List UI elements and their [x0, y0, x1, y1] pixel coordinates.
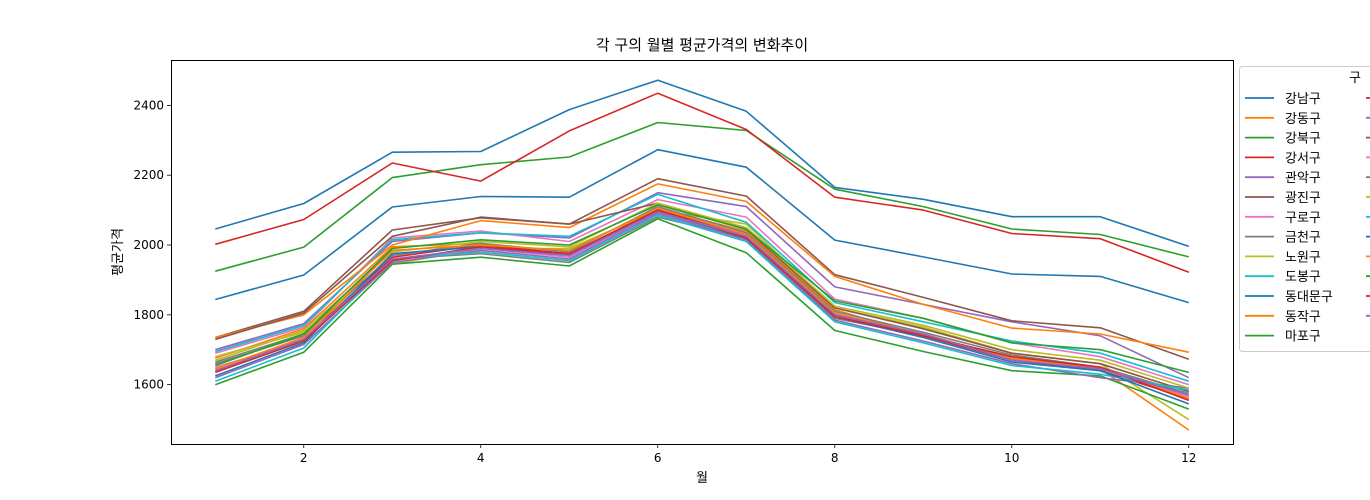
- series-lines: [215, 79, 1190, 431]
- x-tick-label: 10: [1004, 451, 1019, 465]
- series-line-10: [215, 193, 1190, 382]
- legend-box: [1239, 66, 1370, 352]
- legend-label: 노원구: [1285, 250, 1321, 265]
- y-tick-label: 2000: [133, 238, 164, 252]
- y-axis-label: 평균가격: [111, 228, 126, 276]
- series-line-15: [215, 212, 1189, 389]
- legend-label: 동작구: [1285, 310, 1321, 325]
- series-line-3: [215, 121, 1189, 272]
- legend-label: 금천구: [1285, 231, 1321, 246]
- series-line-6: [215, 177, 1190, 360]
- series-line-2: [215, 207, 1190, 431]
- chart-title: 각 구의 월별 평균가격의 변화추이: [596, 36, 808, 54]
- series-line-14: [215, 209, 1190, 400]
- legend-title: 구: [1349, 71, 1361, 86]
- series-line-16: [215, 202, 1190, 393]
- series-line-5: [215, 191, 1190, 379]
- legend-label: 마포구: [1285, 330, 1321, 345]
- plot-frame: [171, 60, 1234, 445]
- x-tick-label: 12: [1181, 451, 1196, 465]
- series-line-4: [215, 92, 1190, 273]
- series-line-9: [215, 209, 1190, 421]
- x-tick-label: 2: [300, 451, 308, 465]
- series-line-13: [215, 218, 1190, 410]
- series-line-23: [215, 204, 1189, 374]
- x-tick-label: 8: [831, 451, 839, 465]
- legend-label: 강동구: [1285, 112, 1321, 127]
- legend-label: 도봉구: [1285, 270, 1321, 285]
- x-axis: 2 4 6 8 10 12: [300, 444, 1196, 465]
- legend-label: 동대문구: [1285, 290, 1333, 305]
- legend-label: 강남구: [1285, 92, 1321, 107]
- legend-label: 구로구: [1285, 211, 1321, 226]
- series-line-22: [215, 207, 1190, 400]
- y-tick-label: 1800: [133, 308, 164, 322]
- y-axis: 1600 1800 2000 2200 2400: [133, 98, 171, 392]
- y-tick-label: 2200: [133, 168, 164, 182]
- series-line-25: [215, 211, 1190, 396]
- series-line-1: [215, 79, 1190, 248]
- legend-label: 광진구: [1285, 191, 1321, 206]
- series-line-21: [215, 211, 1190, 405]
- x-axis-label: 월: [696, 471, 708, 486]
- x-tick-label: 4: [477, 451, 485, 465]
- legend-label: 강북구: [1285, 132, 1321, 147]
- legend: 구 강남구강동구강북구강서구관악구광진구구로구금천구노원구도봉구동대문구동작구마…: [1239, 66, 1370, 352]
- legend-label: 강서구: [1285, 151, 1321, 166]
- series-line-12: [215, 183, 1189, 353]
- x-tick-label: 6: [654, 451, 662, 465]
- y-tick-label: 2400: [133, 98, 164, 112]
- legend-label: 관악구: [1285, 171, 1321, 186]
- y-tick-label: 1600: [133, 378, 164, 392]
- series-line-11: [215, 148, 1190, 304]
